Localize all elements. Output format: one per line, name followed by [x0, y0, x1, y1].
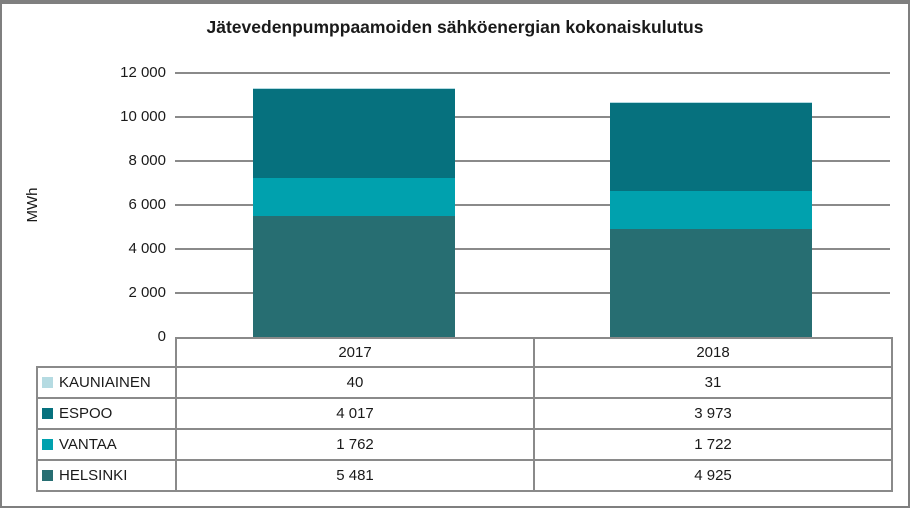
- table-row-vantaa: VANTAA 1 762 1 722: [36, 428, 893, 461]
- bar-segment-helsinki-2017: [252, 216, 455, 337]
- legend-label-kauniainen: KAUNIAINEN: [59, 374, 151, 391]
- table-value-helsinki-2018: 4 925: [533, 459, 893, 492]
- data-table: 2017 2018 KAUNIAINEN 40 31 ESPOO 4 017 3 973 VAN…: [36, 337, 893, 492]
- y-axis-tick-2000: 2 000: [128, 284, 166, 301]
- legend-swatch-helsinki: [42, 470, 53, 481]
- legend-label-vantaa: VANTAA: [59, 436, 117, 453]
- y-axis-tick-0: 0: [157, 328, 166, 345]
- table-row-helsinki: HELSINKI 5 481 4 925: [36, 459, 893, 492]
- table-header-row: 2017 2018: [37, 337, 893, 368]
- legend-label-helsinki: HELSINKI: [59, 467, 128, 484]
- bar-segment-kauniainen-2017: [252, 88, 455, 90]
- legend-cell-kauniainen: KAUNIAINEN: [36, 366, 177, 399]
- table-value-kauniainen-2017: 40: [175, 366, 535, 399]
- table-value-vantaa-2017: 1 762: [175, 428, 535, 461]
- table-row-kauniainen: KAUNIAINEN 40 31: [36, 366, 893, 399]
- gridline-8000: [175, 160, 890, 162]
- y-axis-tick-10000: 10 000: [120, 108, 166, 125]
- y-axis-tick-12000: 12 000: [120, 64, 166, 81]
- y-axis-tick-8000: 8 000: [128, 152, 166, 169]
- table-value-espoo-2018: 3 973: [533, 397, 893, 430]
- plot-area: [175, 72, 890, 337]
- legend-cell-espoo: ESPOO: [36, 397, 177, 430]
- y-axis-label: MWh: [24, 187, 41, 223]
- gridline-4000: [175, 248, 890, 250]
- gridline-12000: [175, 72, 890, 74]
- bar-segment-kauniainen-2018: [610, 102, 813, 104]
- bar-segment-helsinki-2018: [610, 228, 813, 337]
- legend-cell-vantaa: VANTAA: [36, 428, 177, 461]
- y-axis-tick-4000: 4 000: [128, 240, 166, 257]
- legend-label-espoo: ESPOO: [59, 405, 113, 422]
- legend-swatch-espoo: [42, 408, 53, 419]
- table-corner-cell: [37, 338, 176, 367]
- y-axis-tick-6000: 6 000: [128, 196, 166, 213]
- bar-segment-vantaa-2017: [252, 177, 455, 217]
- bar-2018: [610, 102, 813, 337]
- bar-2017: [252, 88, 455, 337]
- legend-cell-helsinki: HELSINKI: [36, 459, 177, 492]
- gridline-10000: [175, 116, 890, 118]
- legend-swatch-kauniainen: [42, 377, 53, 388]
- gridline-6000: [175, 204, 890, 206]
- table-value-vantaa-2018: 1 722: [533, 428, 893, 461]
- chart-title: Jätevedenpumppaamoiden sähköenergian kok…: [206, 17, 704, 37]
- table-value-helsinki-2017: 5 481: [175, 459, 535, 492]
- bar-segment-espoo-2018: [610, 103, 813, 191]
- bar-segment-vantaa-2018: [610, 190, 813, 229]
- bar-segment-espoo-2017: [252, 89, 455, 178]
- table-year-header-2017: 2017: [175, 337, 535, 368]
- table-year-header-2018: 2018: [533, 337, 893, 368]
- table-value-espoo-2017: 4 017: [175, 397, 535, 430]
- legend-swatch-vantaa: [42, 439, 53, 450]
- table-value-kauniainen-2018: 31: [533, 366, 893, 399]
- table-row-espoo: ESPOO 4 017 3 973: [36, 397, 893, 430]
- gridline-2000: [175, 292, 890, 294]
